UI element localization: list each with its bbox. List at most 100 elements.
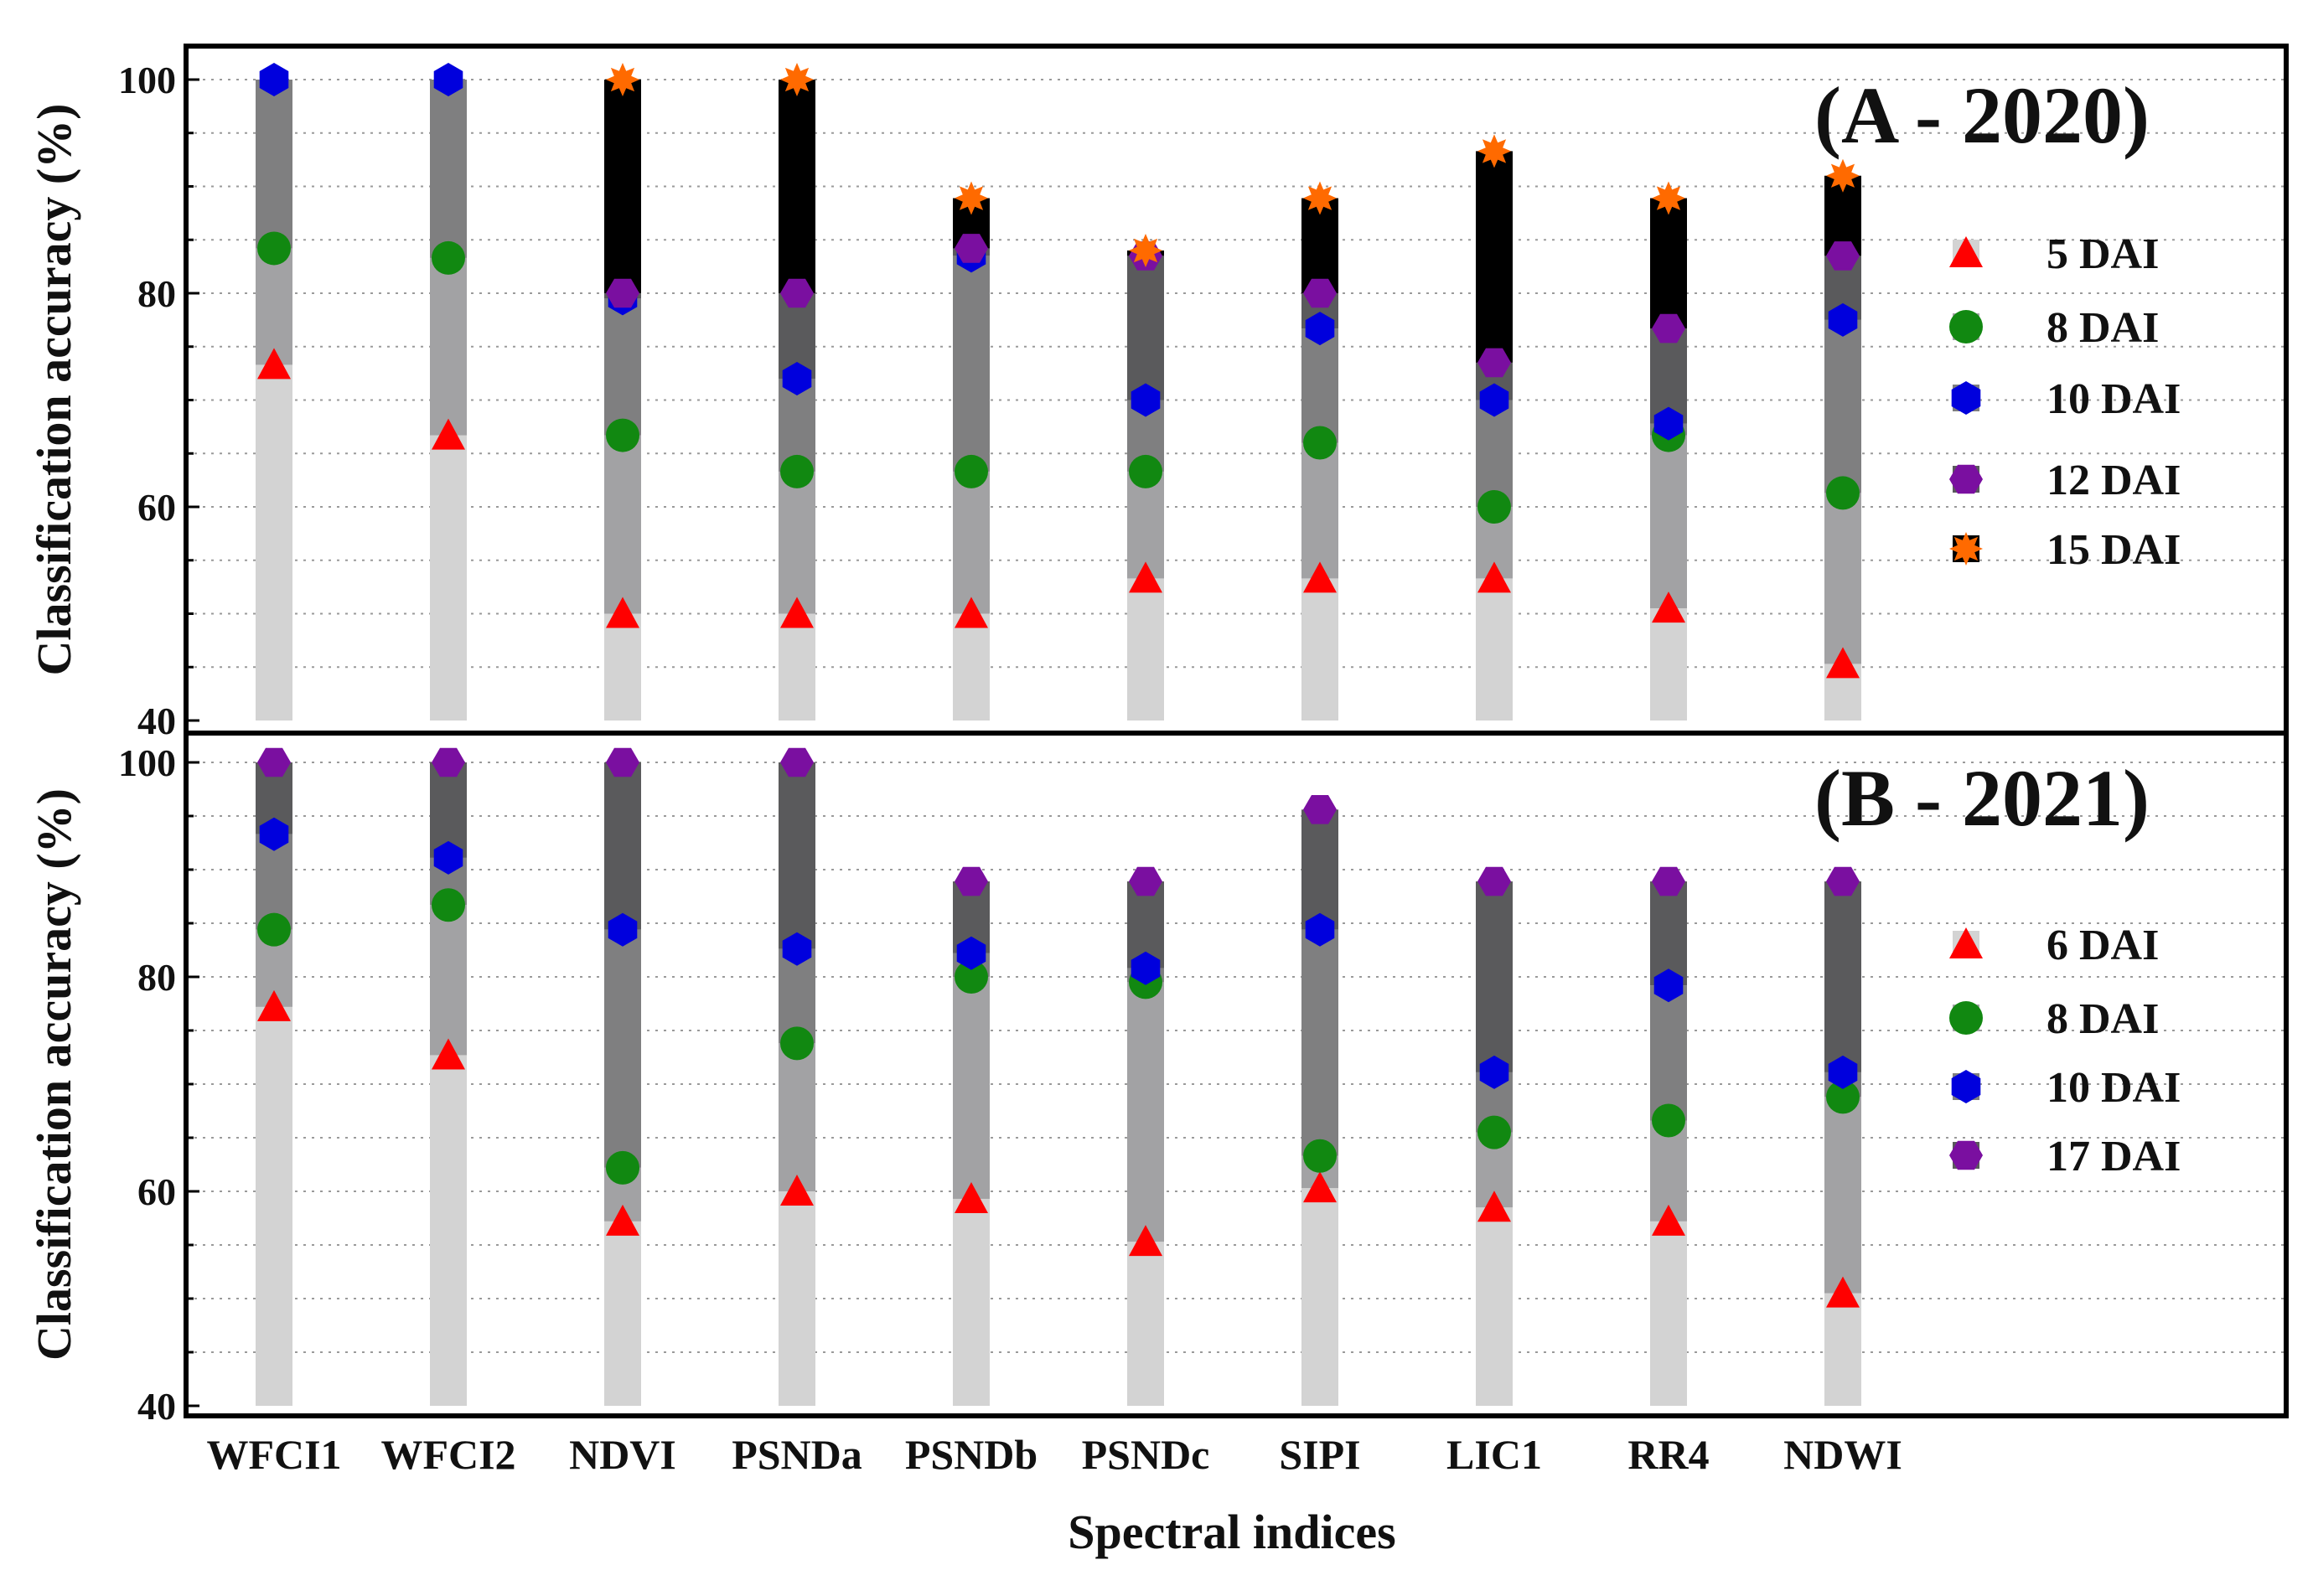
point-10-dai-ndvi (608, 912, 638, 947)
point-15-dai-ndwi (1826, 158, 1860, 193)
bar-segment-lic1-6-dai (1476, 1207, 1513, 1406)
point-8-dai-wfci2 (432, 888, 465, 922)
bar-segment-lic1-17-dai (1476, 881, 1513, 1072)
point-8-dai-ndwi (1826, 1080, 1860, 1114)
x-axis-title: Spectral indices (1068, 1505, 1395, 1559)
point-10-dai-psndb (956, 936, 986, 970)
y-tick-label: 80 (137, 272, 176, 315)
legend-label: 17 DAI (2047, 1133, 2181, 1180)
bar-segment-ndvi-5-dai (604, 613, 641, 721)
x-tick-label-lic1: LIC1 (1446, 1431, 1542, 1478)
panel-title: (B - 2021) (1814, 753, 2150, 843)
legend-label: 10 DAI (2047, 375, 2181, 423)
x-tick-label-ndvi: NDVI (569, 1431, 676, 1478)
bar-segment-psndb-8-dai (953, 977, 990, 1199)
point-15-dai-sipi (1303, 181, 1337, 215)
bar-segment-ndvi-6-dai (604, 1221, 641, 1406)
point-6-dai-sipi (1303, 1171, 1337, 1203)
y-axis-title: Classification accuracy (%) (27, 104, 81, 676)
bar-segment-psndb-6-dai (953, 1198, 990, 1406)
point-8-dai-psndb (955, 454, 988, 488)
point-8-dai-ndvi (606, 1150, 639, 1185)
point-12-dai-lic1 (1477, 348, 1511, 378)
bar-segment-psnda-8-dai (779, 471, 815, 614)
point-8-dai-psndb (955, 960, 988, 994)
point-17-dai-wfci1 (257, 747, 291, 777)
point-8-dai-ndvi (606, 418, 639, 452)
x-tick-label-psnda: PSNDa (732, 1431, 862, 1478)
bar-segment-psndb-5-dai (953, 613, 990, 721)
bar-segment-rr4-8-dai (1650, 435, 1687, 609)
y-tick-label: 60 (137, 486, 176, 529)
point-10-dai-rr4 (1653, 968, 1684, 1003)
bar-segment-rr4-6-dai (1650, 1221, 1687, 1406)
point-12-dai-ndvi (606, 278, 639, 308)
point-10-dai-wfci2 (433, 63, 463, 96)
x-tick-label-sipi: SIPI (1279, 1431, 1360, 1478)
legend-label: 8 DAI (2047, 304, 2159, 352)
bar-segment-rr4-17-dai (1650, 881, 1687, 986)
bar-segment-lic1-5-dai (1476, 578, 1513, 721)
legend-marker-17-dai (1949, 1140, 1983, 1170)
point-10-dai-psnda (782, 362, 812, 395)
point-10-dai-ndwi (1828, 1055, 1858, 1089)
bar-segment-ndwi-8-dai (1824, 493, 1861, 664)
bar-segment-wfci2-8-dai (430, 905, 467, 1056)
legend-1: 5 DAI 8 DAI 10 DAI 12 DAI 15 DAI (1949, 230, 2181, 574)
bar-segment-ndwi-10-dai (1824, 319, 1861, 493)
y-axis-2: 40 60 80 100 (118, 741, 199, 1428)
legend-marker-8-dai (1949, 310, 1983, 343)
panel-2: 40 60 80 100 Classification accuracy (%) (B -… (27, 731, 2289, 1428)
legend-marker-6-dai (1949, 927, 1983, 958)
point-5-dai-wfci1 (257, 348, 291, 380)
bar-segment-lic1-10-dai (1476, 400, 1513, 507)
legend-label: 12 DAI (2047, 457, 2181, 504)
point-15-dai-rr4 (1652, 181, 1685, 215)
point-6-dai-wfci1 (257, 989, 291, 1021)
point-8-dai-psnda (780, 454, 814, 488)
panel-1: 40 60 80 100 Classification accuracy (%) (A -… (27, 44, 2289, 742)
point-8-dai-psndc (1129, 454, 1162, 488)
point-6-dai-lic1 (1477, 1191, 1511, 1222)
point-10-dai-lic1 (1479, 383, 1509, 417)
y-tick-label: 80 (137, 956, 176, 999)
bar-segment-ndwi-17-dai (1824, 881, 1861, 1072)
x-tick-label-wfci2: WFCI2 (380, 1431, 515, 1478)
bar-segment-ndwi-8-dai (1824, 1097, 1861, 1294)
point-12-dai-ndwi (1826, 241, 1860, 271)
point-5-dai-psnda (780, 597, 814, 628)
bar-segment-ndvi-17-dai (604, 762, 641, 930)
point-15-dai-lic1 (1477, 134, 1511, 168)
point-8-dai-wfci2 (432, 240, 465, 275)
bar-segment-sipi-10-dai (1301, 929, 1338, 1156)
bar-segment-psndc-5-dai (1127, 578, 1164, 721)
point-6-dai-psnda (780, 1175, 814, 1206)
bar-segment-psndc-8-dai (1127, 471, 1164, 579)
legend-marker-15-dai (1949, 532, 1983, 566)
bar-segment-wfci2-8-dai (430, 257, 467, 436)
y-tick-label: 40 (137, 1385, 176, 1428)
point-10-dai-sipi (1305, 912, 1335, 947)
bar-segment-rr4-15-dai (1650, 198, 1687, 329)
legend-label: 15 DAI (2047, 526, 2181, 574)
point-5-dai-ndvi (606, 597, 639, 628)
point-10-dai-lic1 (1479, 1055, 1509, 1089)
point-15-dai-ndvi (606, 63, 639, 96)
legend-marker-10-dai (1951, 1070, 1981, 1103)
y-tick-label: 100 (118, 59, 176, 101)
legend-label: 8 DAI (2047, 995, 2159, 1043)
bar-segment-psnda-15-dai (779, 80, 815, 293)
point-8-dai-rr4 (1652, 1103, 1685, 1138)
y-tick-label: 100 (118, 741, 176, 784)
chart-panels: 40 60 80 100 Classification accuracy (%) (A -… (27, 44, 2289, 1478)
x-axis-categories: WFCI1 WFCI2 NDVI PSNDa PSNDb PSNDc SIPI LIC1 RR4… (206, 1431, 1902, 1478)
point-10-dai-psndc (1131, 383, 1161, 417)
point-8-dai-wfci1 (257, 231, 291, 266)
x-tick-label-psndc: PSNDc (1082, 1431, 1210, 1478)
point-8-dai-sipi (1303, 1139, 1337, 1173)
point-6-dai-ndwi (1826, 1276, 1860, 1308)
bar-segment-wfci2-5-dai (430, 435, 467, 721)
point-10-dai-wfci1 (259, 63, 289, 96)
point-10-dai-psndc (1131, 951, 1161, 985)
